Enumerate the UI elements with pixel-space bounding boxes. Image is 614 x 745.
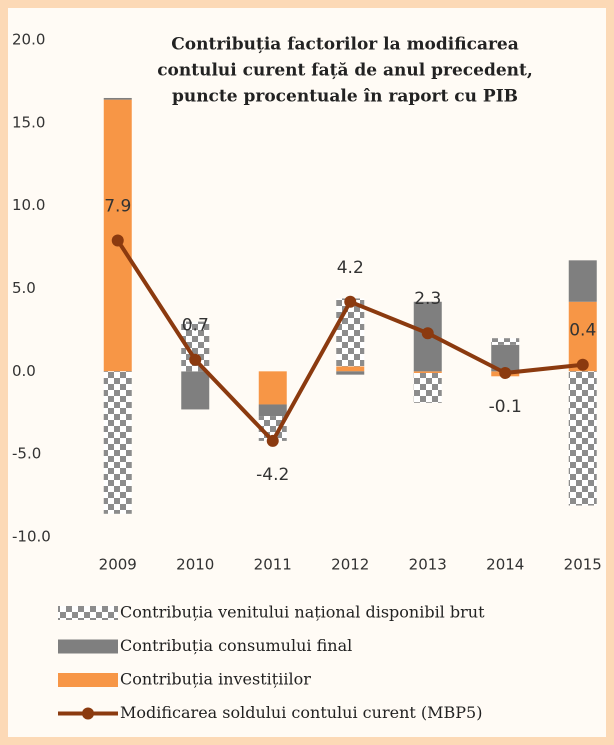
y-tick-label: 10.0 <box>12 196 45 214</box>
bar <box>258 404 287 417</box>
bar <box>413 371 442 373</box>
line-marker <box>189 353 202 366</box>
x-tick-label: 2015 <box>564 556 602 574</box>
bar <box>181 371 210 410</box>
bar <box>103 371 132 514</box>
legend-label: Contribuția consumului final <box>120 636 352 655</box>
bar <box>336 366 365 372</box>
legend-swatch <box>58 673 118 687</box>
bar <box>258 371 287 405</box>
x-tick-label: 2014 <box>486 556 524 574</box>
line-marker <box>111 234 124 247</box>
data-label: 0.7 <box>182 316 209 336</box>
legend-swatch <box>82 707 94 720</box>
bar <box>568 260 597 302</box>
x-tick-label: 2009 <box>99 556 137 574</box>
y-tick-label: 0.0 <box>12 362 36 380</box>
bar <box>413 372 442 403</box>
legend-swatch <box>58 639 118 654</box>
legend-label: Contribuția venitului național disponibi… <box>120 603 485 622</box>
data-label: -4.2 <box>256 465 289 485</box>
line-marker <box>344 295 357 308</box>
line-marker <box>421 327 434 340</box>
data-label: -0.1 <box>489 397 522 417</box>
data-label: 2.3 <box>414 289 441 309</box>
bar <box>336 298 365 367</box>
chart-title: puncte procentuale în raport cu PIB <box>172 87 518 107</box>
x-tick-label: 2013 <box>409 556 447 574</box>
bar <box>568 371 597 506</box>
y-tick-label: 20.0 <box>12 31 45 49</box>
data-label: 7.9 <box>104 196 131 216</box>
x-tick-label: 2010 <box>176 556 214 574</box>
y-tick-label: -10.0 <box>12 528 51 546</box>
x-tick-label: 2011 <box>254 556 292 574</box>
y-tick-label: -5.0 <box>12 445 41 463</box>
line-marker <box>266 434 279 447</box>
bar <box>491 338 520 345</box>
legend-label: Modificarea soldului contului curent (MB… <box>120 703 482 722</box>
line-marker <box>499 366 512 379</box>
legend-label: Contribuția investițiilor <box>120 670 311 689</box>
y-tick-label: 5.0 <box>12 279 36 297</box>
legend-swatch <box>58 606 118 620</box>
bar <box>336 371 365 375</box>
chart-title: contului curent față de anul precedent, <box>157 61 533 81</box>
x-tick-label: 2012 <box>331 556 369 574</box>
data-label: 4.2 <box>337 258 364 278</box>
data-label: 0.4 <box>569 321 596 341</box>
line-marker <box>576 358 589 371</box>
y-tick-label: 15.0 <box>12 113 45 131</box>
bar <box>103 97 132 100</box>
chart-title: Contribuția factorilor la modificarea <box>171 35 519 55</box>
